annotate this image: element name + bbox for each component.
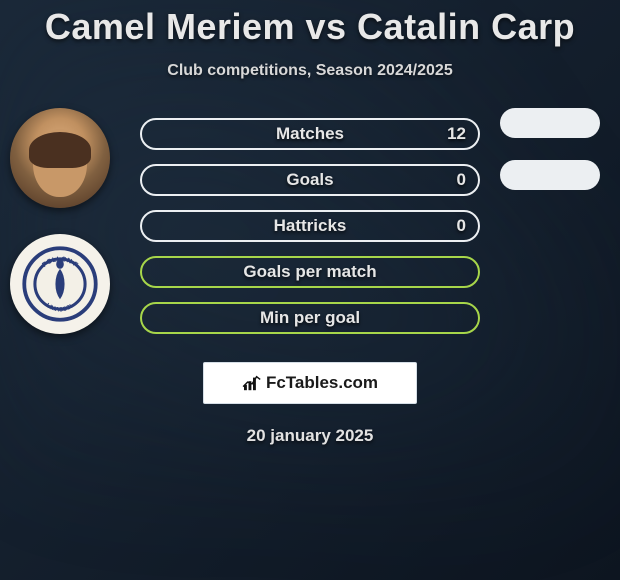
bar-outline (140, 302, 480, 334)
pills-column (500, 108, 600, 212)
subtitle: Club competitions, Season 2024/2025 (0, 62, 620, 80)
bar-outline (140, 118, 480, 150)
avatar-column: POLLON F LIMASSOL (10, 108, 110, 360)
bars-column: Matches 12 Goals 0 Hattricks 0 Goals per… (140, 118, 480, 348)
comparison-chart: POLLON F LIMASSOL Matches 12 Goals 0 Hat… (0, 118, 620, 348)
bar-min-per-goal: Min per goal (140, 302, 480, 334)
bar-chart-icon (242, 374, 264, 392)
bar-outline (140, 256, 480, 288)
bar-goals: Goals 0 (140, 164, 480, 196)
crest-icon: POLLON F LIMASSOL (22, 246, 98, 322)
page-title: Camel Meriem vs Catalin Carp (0, 6, 620, 48)
date-label: 20 january 2025 (0, 426, 620, 446)
bar-goals-per-match: Goals per match (140, 256, 480, 288)
bar-outline (140, 164, 480, 196)
player1-avatar (10, 108, 110, 208)
player2-club-crest: POLLON F LIMASSOL (10, 234, 110, 334)
bar-outline (140, 210, 480, 242)
source-logo-text: FcTables.com (266, 373, 378, 393)
bar-hattricks: Hattricks 0 (140, 210, 480, 242)
pill-goals (500, 160, 600, 190)
bar-matches: Matches 12 (140, 118, 480, 150)
pill-matches (500, 108, 600, 138)
source-logo: FcTables.com (203, 362, 417, 404)
